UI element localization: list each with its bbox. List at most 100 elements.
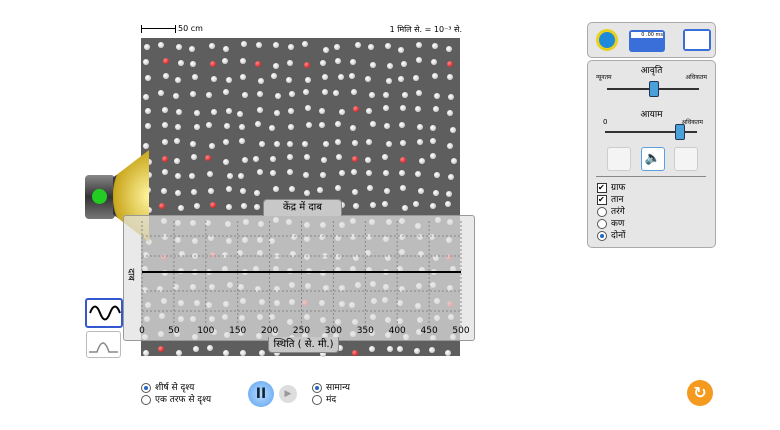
- amplitude-slider-thumb[interactable]: [674, 124, 685, 140]
- particle: [158, 203, 165, 210]
- step-button[interactable]: ▶: [279, 385, 297, 403]
- particle: [223, 158, 230, 165]
- amplitude-max-label: अधिकतम: [681, 119, 703, 126]
- particle: [161, 122, 168, 129]
- particle: [338, 108, 345, 115]
- particle: [399, 122, 406, 129]
- particle: [416, 139, 423, 146]
- particle: [225, 107, 232, 114]
- particle: [255, 61, 262, 68]
- particle: [286, 59, 293, 66]
- both-radio[interactable]: दोनों: [597, 228, 625, 241]
- particle: [257, 91, 264, 98]
- x-tick-label: 350: [356, 326, 374, 336]
- speaker-light-icon: [92, 189, 107, 204]
- slow-speed-radio[interactable]: मंद: [312, 392, 350, 405]
- particle: [189, 141, 196, 148]
- normal-speed-radio[interactable]: सामान्य: [312, 380, 350, 393]
- particle: [430, 59, 437, 66]
- pause-button[interactable]: II: [248, 381, 274, 407]
- particle: [304, 154, 311, 161]
- particle: [225, 204, 232, 211]
- particle: [269, 125, 276, 132]
- particle: [288, 43, 295, 50]
- particle: [175, 76, 182, 83]
- x-tick-label: 500: [452, 326, 470, 336]
- frequency-label: आवृति: [640, 66, 663, 76]
- particle: [333, 43, 340, 50]
- particle: [365, 169, 372, 176]
- particle: [445, 45, 452, 52]
- particle: [450, 158, 457, 165]
- particle: [370, 201, 377, 208]
- tone-checkbox[interactable]: ✔ तान: [597, 194, 624, 205]
- measuring-tape-icon[interactable]: [596, 29, 618, 51]
- frequency-slider-thumb[interactable]: [649, 81, 659, 97]
- control-panel: आवृति न्यूनतम अधिकतम आयाम 0 अधिकतम 🔈 ✔ ग्…: [587, 60, 716, 248]
- particle: [239, 73, 246, 80]
- particle: [415, 106, 422, 113]
- particle: [370, 121, 377, 128]
- particle: [143, 349, 150, 356]
- particle: [226, 76, 233, 83]
- particle: [416, 57, 423, 64]
- particle: [317, 187, 324, 194]
- particle: [349, 73, 356, 80]
- particle: [208, 142, 215, 149]
- particle: [400, 140, 407, 147]
- scale-label: 50 cm: [178, 24, 203, 33]
- amplitude-slider[interactable]: [605, 131, 697, 133]
- particle: [192, 345, 199, 352]
- particle: [189, 46, 196, 53]
- particle: [190, 188, 197, 195]
- waves-radio[interactable]: तरंगे: [597, 204, 625, 217]
- speaker-button[interactable]: 🔈: [641, 147, 665, 171]
- particle: [335, 121, 342, 128]
- stopwatch-button[interactable]: 0 .00 ms: [629, 30, 665, 52]
- frequency-min-label: न्यूनतम: [596, 74, 612, 81]
- particle: [288, 107, 294, 114]
- x-tick-label: 100: [197, 326, 215, 336]
- side-view-radio[interactable]: एक तरफ से दृश्य: [141, 392, 211, 405]
- particle: [210, 108, 217, 115]
- particle: [351, 189, 358, 196]
- stopwatch-readout: 0 .00 ms: [631, 32, 663, 38]
- particle: [175, 123, 182, 130]
- particle: [285, 77, 292, 84]
- top-view-radio[interactable]: शीर्ष से दृश्य: [141, 380, 211, 393]
- particle: [174, 172, 181, 179]
- particle: [237, 110, 244, 117]
- particle: [447, 74, 454, 81]
- particle: [175, 350, 182, 357]
- graph-checkbox-label: ग्राफ: [611, 183, 626, 193]
- particles-radio[interactable]: कण: [597, 216, 625, 229]
- wave-probe-icon[interactable]: [683, 29, 711, 51]
- particle: [207, 170, 214, 177]
- particle: [386, 346, 393, 353]
- particle: [335, 139, 341, 145]
- particle: [413, 348, 420, 355]
- particle: [445, 350, 452, 357]
- particle: [417, 187, 424, 194]
- particle: [397, 346, 404, 353]
- particle: [352, 203, 359, 210]
- particle: [286, 169, 293, 176]
- particle: [349, 58, 356, 65]
- pulse-wave-button[interactable]: [86, 331, 121, 358]
- particle: [366, 185, 373, 192]
- particle: [208, 43, 215, 50]
- particle: [239, 349, 246, 356]
- sine-wave-button[interactable]: [85, 298, 123, 328]
- tube-button[interactable]: [674, 147, 698, 171]
- graph-checkbox[interactable]: ✔ ग्राफ: [597, 182, 626, 193]
- particle: [385, 78, 392, 85]
- particle: [384, 122, 391, 129]
- particle: [144, 123, 151, 130]
- speaker[interactable]: [85, 175, 115, 219]
- particle: [302, 41, 309, 48]
- particle: [288, 90, 295, 97]
- particle: [369, 62, 376, 69]
- reset-button[interactable]: ↻: [687, 380, 713, 406]
- particle: [254, 121, 261, 128]
- pipe-button[interactable]: [607, 147, 631, 171]
